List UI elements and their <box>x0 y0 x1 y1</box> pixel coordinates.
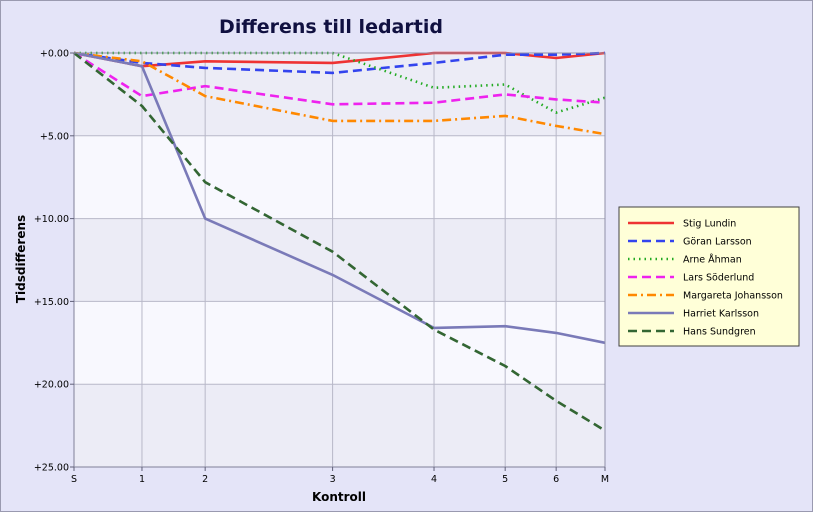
x-axis-title: Kontroll <box>312 490 366 504</box>
y-tick-label: +0.00 <box>40 49 69 60</box>
x-tick-label: 3 <box>330 474 336 485</box>
y-axis-title: Tidsdifferens <box>14 215 28 303</box>
plot-background <box>74 53 605 467</box>
series-line-hans-sundgren <box>73 51 606 432</box>
x-tick-label: 1 <box>139 474 145 485</box>
y-tick-label: +25.00 <box>34 463 69 474</box>
y-tick-labels: +0.00 +5.00 +10.00 +15.00 +20.00 +25.00 <box>34 49 74 474</box>
series-line-g-ran-larsson <box>73 51 606 75</box>
plot-band <box>74 53 605 136</box>
plot-band <box>74 301 605 385</box>
x-tick-label: 6 <box>553 474 559 485</box>
plot-band <box>74 384 605 467</box>
series-line-margareta-johansson <box>73 51 606 136</box>
series-line-stig-lundin <box>73 51 606 68</box>
legend-entry: Göran Larsson <box>683 237 752 248</box>
series-line-harriet-karlsson <box>73 51 606 345</box>
legend-entry: Arne Åhman <box>683 254 742 266</box>
legend-entry: Lars Söderlund <box>683 273 754 284</box>
legend-entry: Harriet Karlsson <box>683 309 759 320</box>
legend-entry: Stig Lundin <box>683 219 736 230</box>
x-tick-labels: S 1 2 3 4 5 6 M <box>71 467 609 485</box>
plot-band <box>74 135 605 219</box>
legend: Stig Lundin Göran Larsson Arne Åhman Lars S… <box>618 206 800 347</box>
x-tick-label: 5 <box>502 474 508 485</box>
axes <box>73 52 606 468</box>
x-tick-label: 4 <box>431 474 437 485</box>
legend-entry: Margareta Johansson <box>683 291 783 302</box>
x-tick-label: M <box>601 474 609 485</box>
y-tick-label: +20.00 <box>34 380 69 391</box>
x-tick-label: 2 <box>202 474 208 485</box>
series-layer <box>73 51 606 432</box>
legend-entry: Hans Sundgren <box>683 327 756 338</box>
y-tick-label: +15.00 <box>34 297 69 308</box>
x-tick-label: S <box>71 474 77 485</box>
y-tick-label: +5.00 <box>40 131 69 142</box>
plot-band <box>74 218 605 302</box>
y-tick-label: +10.00 <box>34 214 69 225</box>
chart-title: Differens till ledartid <box>219 16 443 38</box>
